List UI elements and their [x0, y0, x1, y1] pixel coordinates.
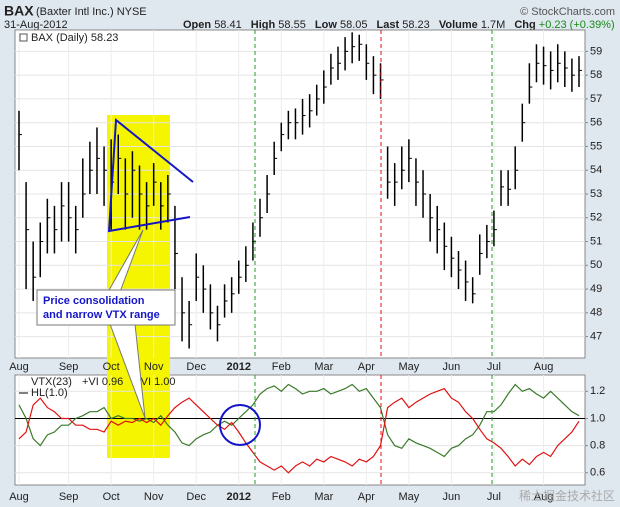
- quote: Open 58.41 High 58.55 Low 58.05 Last 58.…: [183, 19, 615, 31]
- quote-label: High: [251, 19, 276, 31]
- y-tick-label: 49: [590, 283, 602, 295]
- quote-label: Volume: [439, 19, 478, 31]
- quote-label: Low: [315, 19, 337, 31]
- quote-label: Chg: [514, 19, 535, 31]
- y-tick-label: 54: [590, 164, 602, 176]
- x-tick-label: Jun: [443, 361, 461, 373]
- x-tick-label: Aug: [534, 361, 554, 373]
- y-tick-label: 53: [590, 188, 602, 200]
- symbol: BAX: [4, 3, 34, 19]
- legend: BAX (Daily) 58.23: [31, 32, 118, 44]
- y-tick-label: 0.6: [590, 467, 605, 479]
- y-tick-label: 59: [590, 45, 602, 57]
- x-tick-label: Jun: [443, 491, 461, 503]
- x-tick-label: Aug: [9, 361, 29, 373]
- quote-label: Last: [377, 19, 400, 31]
- x-tick-label: Aug: [534, 491, 554, 503]
- quote-value: +0.23 (+0.39%): [539, 19, 615, 31]
- x-tick-label: Sep: [59, 361, 79, 373]
- annotations: Price consolidation and narrow VTX range…: [36, 30, 615, 503]
- triangle-pattern: [107, 118, 194, 233]
- x-tick-label: 2012: [227, 491, 251, 503]
- y-tick-label: 47: [590, 331, 602, 343]
- x-tick-label: Feb: [272, 491, 291, 503]
- x-tick-label: 2012: [227, 361, 251, 373]
- vi-line: [18, 387, 580, 474]
- x-tick-label: Nov: [144, 491, 164, 503]
- company-name: (Baxter Intl Inc.) NYSE: [36, 6, 147, 18]
- x-tick-label: Mar: [314, 491, 333, 503]
- x-tick-label: Oct: [103, 491, 120, 503]
- y-tick-label: 48: [590, 307, 602, 319]
- y-tick-label: 1.0: [590, 412, 605, 424]
- y-tick-label: 58: [590, 69, 602, 81]
- callout-box: [36, 289, 176, 326]
- quote-label: Open: [183, 19, 211, 31]
- legend-entry: -VI 1.00: [137, 376, 176, 388]
- quote-value: 58.05: [340, 19, 368, 31]
- legend-entry: +VI 0.96: [82, 376, 123, 388]
- highlight-circle: [219, 404, 261, 446]
- legend-entry: HL(1.0): [31, 387, 68, 399]
- vi-line: [18, 383, 580, 458]
- y-tick-label: 56: [590, 117, 602, 129]
- y-tick-label: 1.2: [590, 385, 605, 397]
- x-tick-label: Jul: [487, 491, 501, 503]
- watermark: 稀土掘金技术社区: [519, 488, 615, 503]
- y-tick-label: 52: [590, 212, 602, 224]
- quote-value: 58.55: [278, 19, 306, 31]
- legend-icon: [19, 33, 28, 42]
- y-tick-label: 50: [590, 259, 602, 271]
- x-tick-label: Feb: [272, 361, 291, 373]
- x-tick-label: Oct: [103, 361, 120, 373]
- date: 31-Aug-2012: [4, 19, 68, 31]
- quote-value: 58.23: [402, 19, 430, 31]
- callout-pointer: [109, 323, 146, 419]
- callout-pointer: [107, 229, 144, 293]
- y-tick-label: 51: [590, 235, 602, 247]
- callout-text: Price consolidation: [43, 295, 145, 307]
- y-tick-label: 55: [590, 140, 602, 152]
- source: © StockCharts.com: [520, 6, 615, 18]
- x-tick-label: May: [398, 491, 419, 503]
- callout-text: and narrow VTX range: [43, 309, 160, 321]
- quote-value: 58.41: [214, 19, 242, 31]
- x-tick-label: Nov: [144, 361, 164, 373]
- x-tick-label: Aug: [9, 491, 29, 503]
- x-tick-label: Apr: [358, 361, 375, 373]
- x-tick-label: Jul: [487, 361, 501, 373]
- x-tick-label: Dec: [186, 361, 206, 373]
- x-tick-label: Sep: [59, 491, 79, 503]
- quote-value: 1.7M: [481, 19, 505, 31]
- legend: VTX(23): [31, 376, 72, 388]
- y-tick-label: 57: [590, 93, 602, 105]
- x-tick-label: Apr: [358, 491, 375, 503]
- x-tick-label: Dec: [186, 491, 206, 503]
- y-tick-label: 0.8: [590, 440, 605, 452]
- x-tick-label: Mar: [314, 361, 333, 373]
- x-tick-label: May: [398, 361, 419, 373]
